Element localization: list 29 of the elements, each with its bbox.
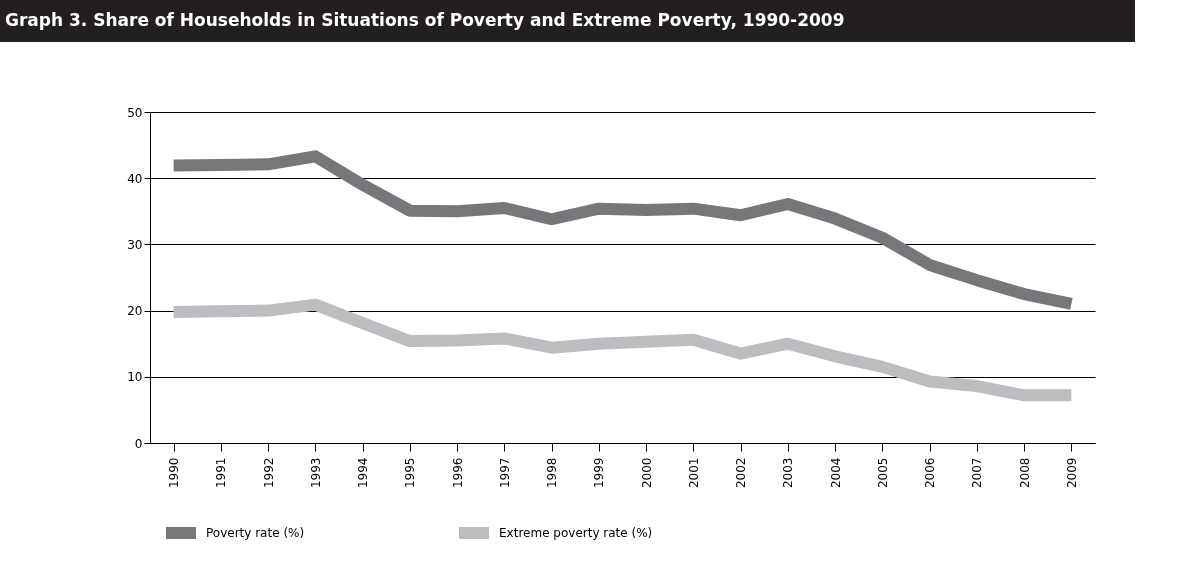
x-tick-label: 2002 xyxy=(734,457,749,489)
x-tick-label: 2006 xyxy=(923,457,938,489)
x-tick-label: 1998 xyxy=(545,457,560,489)
x-tick-label: 1990 xyxy=(167,457,182,489)
y-tick-label: 50 xyxy=(127,105,143,120)
x-tick-label: 2009 xyxy=(1064,457,1079,489)
x-tick-label: 1995 xyxy=(403,457,418,489)
x-tick-label: 2005 xyxy=(875,457,890,489)
y-tick-label: 0 xyxy=(134,436,143,451)
x-tick-label: 1996 xyxy=(450,457,465,489)
x-tick-label: 1997 xyxy=(497,457,512,489)
legend-label: Extreme poverty rate (%) xyxy=(499,526,653,540)
x-tick-label: 2004 xyxy=(828,457,843,489)
y-tick-label: 30 xyxy=(127,237,143,252)
x-tick-label: 1992 xyxy=(261,457,276,489)
x-tick-label: 2001 xyxy=(686,457,701,489)
x-tick-label: 1991 xyxy=(214,457,229,489)
x-tick-label: 1999 xyxy=(592,457,607,489)
chart-title: Graph 3. Share of Households in Situations of Poverty and Extreme Poverty, 1990-2009 xyxy=(5,10,845,30)
y-tick-label: 40 xyxy=(127,171,143,186)
x-tick-label: 2003 xyxy=(781,457,796,489)
x-tick-label: 1993 xyxy=(308,457,323,489)
x-tick-label: 2008 xyxy=(1017,457,1032,489)
legend-label: Poverty rate (%) xyxy=(206,526,305,540)
x-tick-label: 2000 xyxy=(639,457,654,489)
y-tick-label: 10 xyxy=(127,370,143,385)
x-tick-label: 2007 xyxy=(970,457,985,489)
x-tick-label: 1994 xyxy=(356,457,371,489)
y-tick-label: 20 xyxy=(127,304,143,319)
